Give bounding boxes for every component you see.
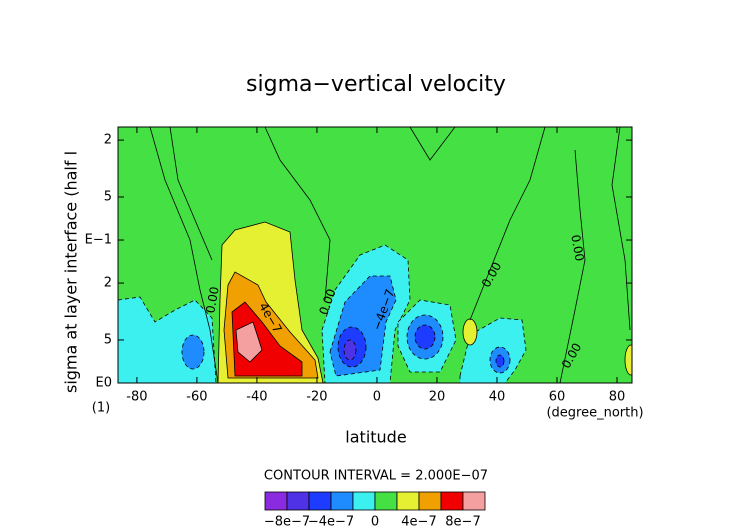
colorbar-label: 0: [371, 515, 379, 530]
contour-field: [118, 127, 632, 383]
colorbar-box: [286, 491, 310, 511]
x-tick-label: 40: [489, 390, 506, 405]
y-axis-label: sigma at layer interface (half l: [62, 151, 81, 393]
plot-frame: [117, 126, 633, 384]
x-tick-label: 80: [609, 390, 626, 405]
chart-title: sigma−vertical velocity: [246, 72, 506, 97]
colorbar-box: [418, 491, 442, 511]
x-tick-label: -40: [246, 390, 267, 405]
x-tick-label: -60: [186, 390, 207, 405]
x-tick-label: 60: [549, 390, 566, 405]
contour-interval: CONTOUR INTERVAL = 2.000E−07: [264, 469, 488, 484]
contour-region: [235, 321, 263, 363]
colorbar-label: −8e−7: [264, 515, 310, 530]
contour-region: [414, 324, 436, 350]
y-tick-label: 2: [104, 133, 112, 148]
colorbar-box: [374, 491, 398, 511]
y-tick-label: 5: [104, 189, 112, 204]
colorbar-label: 4e−7: [401, 515, 436, 530]
colorbar-box: [264, 491, 288, 511]
colorbar-box: [440, 491, 464, 511]
contour-region: [181, 334, 205, 370]
contour-label: 0.00: [203, 286, 221, 315]
colorbar-box: [352, 491, 376, 511]
contour-region: [495, 354, 505, 368]
x-axis-label: latitude: [345, 428, 406, 447]
contour-region: [462, 318, 478, 346]
y-tick-label: 2: [104, 276, 112, 291]
contour-label: 0.00: [568, 234, 586, 263]
y-tick-label: E−1: [85, 233, 112, 248]
colorbar-box: [462, 491, 486, 511]
contour-region: [343, 339, 357, 361]
y-tick-label: E0: [96, 376, 113, 391]
x-tick-label: -80: [126, 390, 147, 405]
x-tick-label: 20: [429, 390, 446, 405]
colorbar-label: −4e−7: [308, 515, 354, 530]
x-tick-label: -20: [306, 390, 327, 405]
colorbar-label: 8e−7: [445, 515, 480, 530]
colorbar-box: [308, 491, 332, 511]
y-unit: (1): [92, 401, 110, 416]
y-tick-label: 5: [104, 332, 112, 347]
contour-region: [624, 344, 632, 376]
colorbar-box: [396, 491, 420, 511]
x-tick-label: 0: [373, 390, 381, 405]
colorbar-box: [330, 491, 354, 511]
zero-contours: [149, 127, 631, 383]
x-unit: (degree_north): [546, 406, 643, 421]
